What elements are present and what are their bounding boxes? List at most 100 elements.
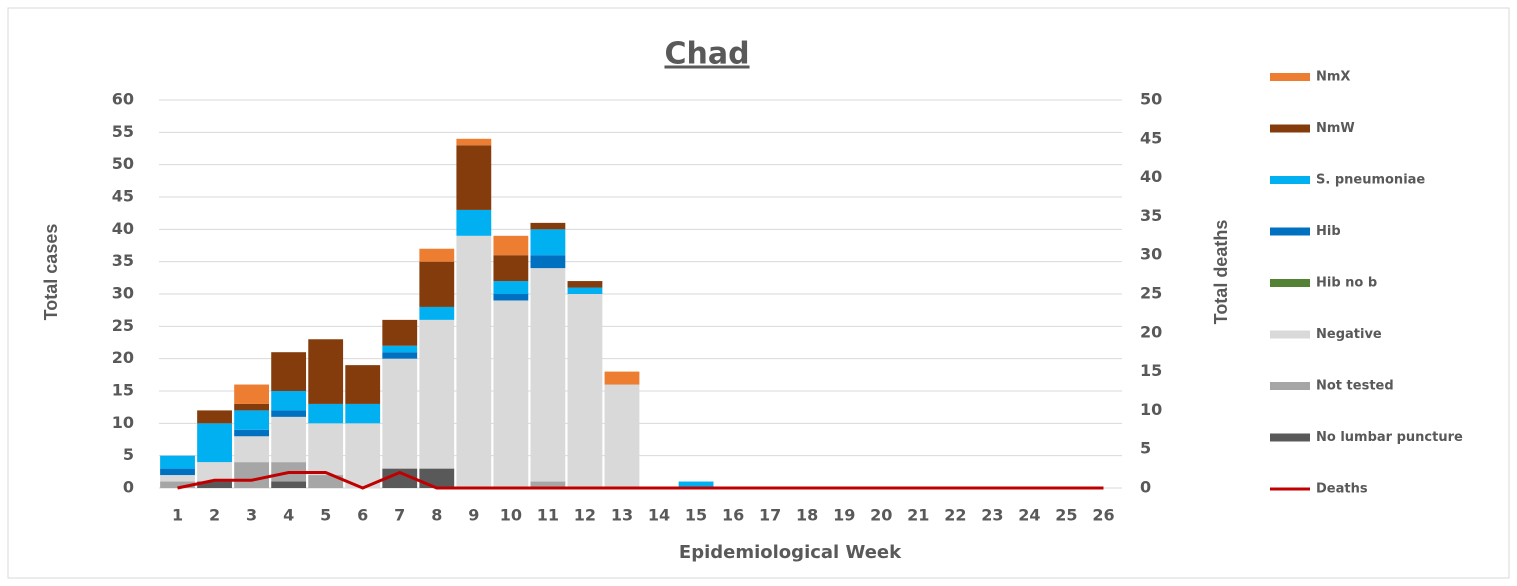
x-tick-label: 21 (907, 506, 929, 525)
legend-swatch (1270, 176, 1310, 184)
y-tick-label: 60 (112, 90, 134, 109)
bar-segment (345, 403, 381, 424)
bar-segment (234, 384, 270, 404)
legend-swatch (1270, 227, 1310, 236)
bar-segment (234, 410, 270, 430)
bar-segment (382, 352, 418, 359)
bar-segment (678, 481, 714, 488)
y-axis-title: Total cases (41, 224, 61, 321)
x-tick-label: 22 (944, 506, 966, 525)
y-tick-label: 45 (112, 187, 134, 206)
y-tick-label: 35 (112, 251, 134, 270)
y-tick-label: 5 (123, 445, 134, 464)
y-tick-label: 0 (123, 478, 134, 497)
bar-segment (382, 468, 418, 488)
bar-segment (382, 319, 418, 346)
bar-segment (308, 339, 344, 404)
y2-tick-label: 5 (1140, 439, 1151, 458)
bar-segment (308, 475, 344, 488)
x-tick-label: 25 (1055, 506, 1077, 525)
bar-segment (197, 462, 232, 482)
bar-segment (197, 481, 232, 488)
bar-segment (456, 145, 492, 210)
bar-segment (234, 436, 270, 463)
y2-tick-label: 0 (1140, 478, 1151, 497)
legend-label: Not tested (1316, 379, 1394, 394)
x-tick-label: 19 (833, 506, 855, 525)
bar-segment (345, 423, 381, 488)
legend-swatch (1270, 382, 1310, 390)
legend-label: Deaths (1316, 482, 1368, 497)
legend-swatch (1270, 433, 1310, 442)
y2-tick-label: 20 (1140, 322, 1162, 341)
legend-label: Negative (1316, 327, 1382, 342)
x-axis-title: Epidemiological Week (679, 542, 902, 563)
bar-segment (234, 403, 270, 411)
legend-swatch (1270, 73, 1310, 81)
chart-title: Chad (664, 37, 749, 72)
x-tick-label: 3 (246, 506, 257, 525)
line-series (177, 470, 1104, 490)
bar-segment (530, 268, 566, 482)
bar-segment (160, 468, 195, 476)
bar-segment (308, 403, 344, 424)
bar-segment (271, 352, 307, 391)
x-tick-label: 15 (685, 506, 707, 525)
bar-segment (419, 261, 455, 307)
y-tick-label: 15 (112, 381, 134, 400)
bar-segment (197, 410, 232, 424)
bar-segment (530, 481, 566, 488)
bar-segment (234, 462, 270, 488)
y-tick-label: 50 (112, 154, 134, 173)
bar-segment (567, 287, 603, 294)
bar-segment (604, 384, 640, 488)
x-tick-label: 10 (500, 506, 522, 525)
bar-segment (234, 429, 270, 437)
y-tick-label: 55 (112, 122, 134, 141)
bar-segment (419, 468, 455, 488)
bar-segment (160, 475, 195, 482)
bar-segment (493, 281, 529, 294)
bar-segment (197, 423, 232, 463)
chart-frame (7, 7, 1510, 579)
bar-segment (382, 345, 418, 353)
bar-segment (160, 481, 195, 488)
x-tick-label: 8 (431, 506, 442, 525)
bar-segment (271, 410, 307, 417)
x-tick-label: 4 (283, 506, 294, 525)
bar-segment (493, 294, 529, 301)
legend-label: Hib no b (1316, 276, 1377, 291)
x-tick-label: 16 (722, 506, 744, 525)
x-tick-label: 5 (320, 506, 331, 525)
bar-segment (493, 300, 529, 488)
y2-tick-label: 10 (1140, 400, 1162, 419)
legend-swatch (1270, 124, 1310, 133)
x-tick-label: 9 (468, 506, 479, 525)
legend-label: S. pneumoniae (1316, 173, 1425, 188)
y2-tick-label: 45 (1140, 128, 1162, 147)
y-tick-label: 25 (112, 316, 134, 335)
x-tick-label: 24 (1018, 506, 1040, 525)
bar-segment (345, 365, 381, 404)
bar-segment (271, 416, 307, 463)
x-tick-label: 7 (394, 506, 405, 525)
x-tick-label: 18 (796, 506, 818, 525)
bar-segment (419, 306, 455, 320)
bar-segment (493, 255, 529, 282)
bar-segment (567, 281, 603, 288)
bar-segment (567, 294, 603, 488)
x-tick-label: 26 (1092, 506, 1114, 525)
x-tick-label: 23 (981, 506, 1003, 525)
bar-segment (419, 248, 455, 262)
y2-tick-label: 40 (1140, 167, 1162, 186)
legend-label: Hib (1316, 224, 1341, 239)
x-tick-label: 14 (648, 506, 670, 525)
bar-segment (493, 235, 529, 256)
y2-axis-title: Total deaths (1211, 220, 1231, 325)
x-tick-label: 13 (611, 506, 633, 525)
x-tick-label: 11 (537, 506, 559, 525)
legend-label: NmW (1316, 121, 1355, 136)
bar-segment (530, 255, 566, 269)
bar-segment (456, 138, 492, 146)
